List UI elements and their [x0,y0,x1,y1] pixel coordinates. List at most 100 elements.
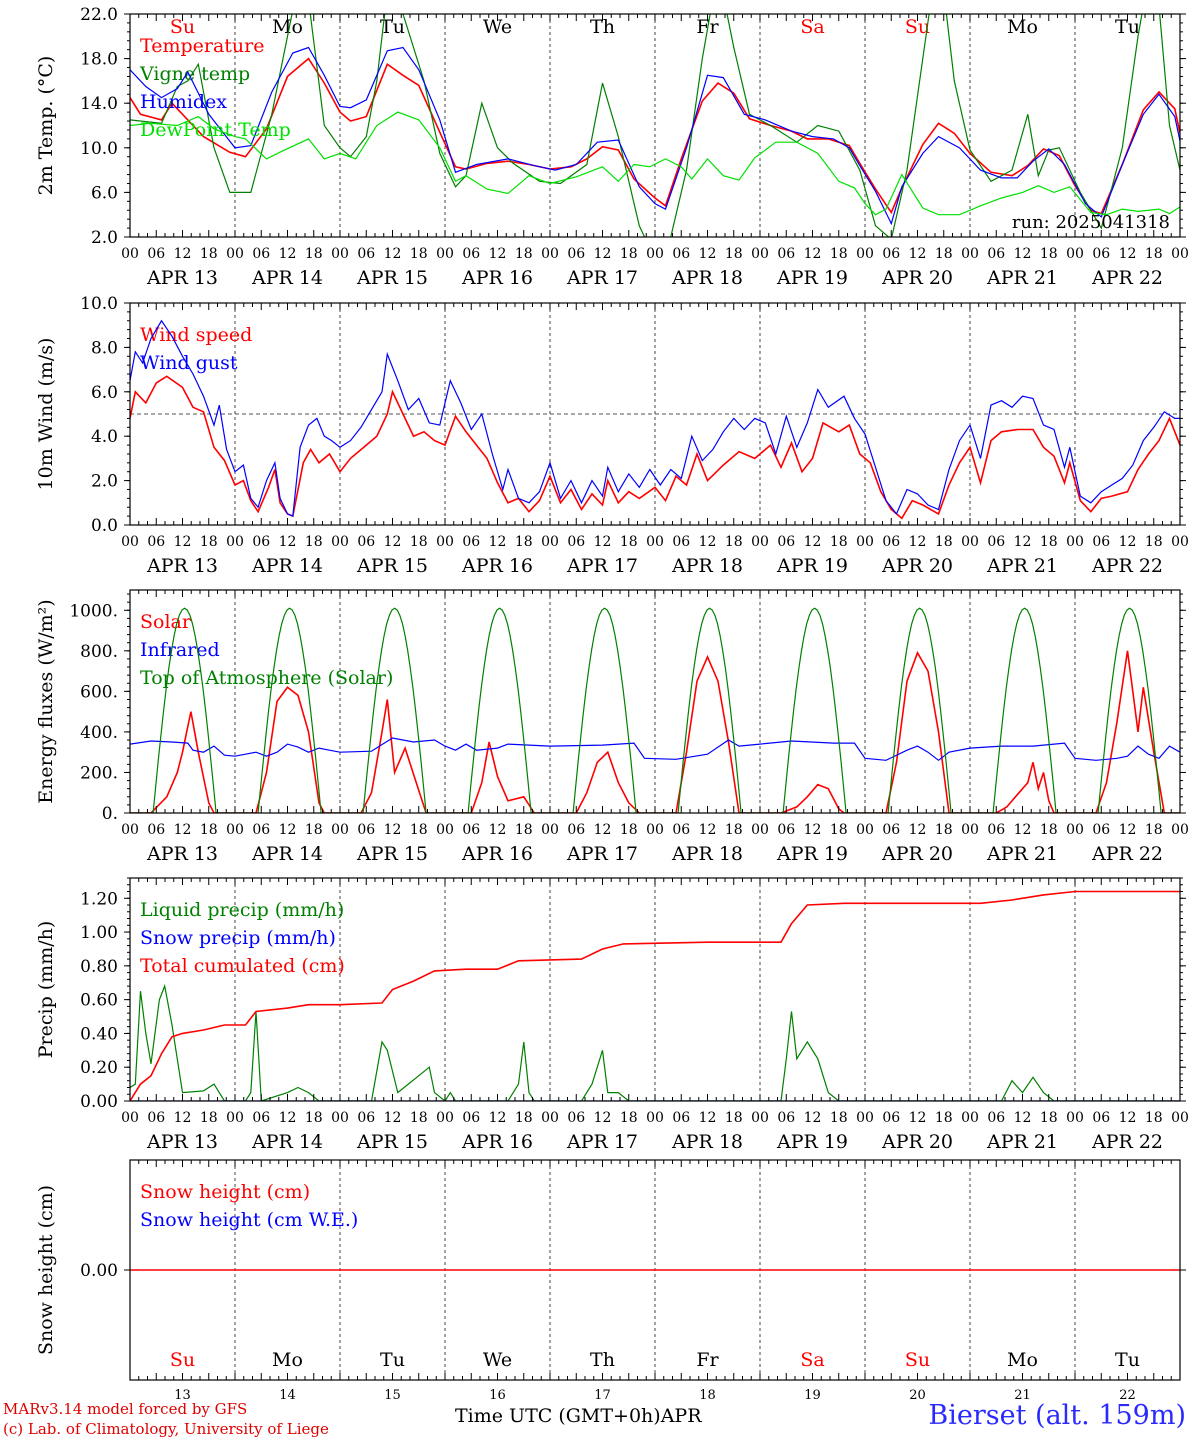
legend-entry: Wind gust [140,352,238,374]
hour-tick-label: 12 [699,1110,717,1126]
hour-tick-label: 12 [594,534,612,550]
weekday-label: Sa [800,16,824,38]
legend-entry: Infrared [140,639,220,661]
date-label: APR 15 [356,843,428,865]
y-tick-label: 18.0 [80,50,118,70]
y-axis-label: Precip (mm/h) [35,921,57,1059]
hour-tick-label: 18 [200,1110,218,1126]
y-axis-label: 10m Wind (m/s) [35,338,57,491]
hour-tick-label: 12 [1014,246,1032,262]
hour-tick-label: 06 [147,822,165,838]
y-tick-label: 800. [80,642,118,662]
hour-tick-label: 06 [777,1110,795,1126]
y-tick-label: 0.00 [80,1092,118,1112]
hour-tick-label: 18 [725,246,743,262]
hour-tick-label: 06 [672,246,690,262]
hour-tick-label: 00 [646,534,664,550]
date-label: APR 18 [671,1131,743,1153]
day-number-label: 21 [1014,1388,1031,1403]
hour-tick-label: 12 [174,246,192,262]
hour-tick-label: 12 [384,822,402,838]
hour-tick-label: 18 [620,1110,638,1126]
hour-tick-label: 12 [1014,822,1032,838]
series-line [130,111,1180,216]
legend-entry: Snow precip (mm/h) [140,927,336,949]
date-label: APR 20 [881,1131,953,1153]
date-label: APR 17 [566,267,638,289]
hour-tick-label: 18 [620,822,638,838]
y-tick-label: 0.20 [80,1058,118,1078]
hour-tick-label: 18 [1040,1110,1058,1126]
hour-tick-label: 06 [672,1110,690,1126]
hour-tick-label: 00 [856,246,874,262]
day-number-label: 17 [594,1388,611,1403]
series-line [130,14,1180,237]
y-tick-label: 1.20 [80,889,118,909]
date-label: APR 15 [356,555,428,577]
y-tick-label: 0.00 [80,1261,118,1281]
day-number-label: 20 [909,1388,926,1403]
weekday-label: Mo [272,1349,303,1371]
hour-tick-label: 00 [1171,534,1189,550]
hour-tick-label: 00 [436,534,454,550]
hour-tick-label: 18 [410,534,428,550]
day-number-label: 13 [174,1388,191,1403]
hour-tick-label: 12 [804,246,822,262]
hour-tick-label: 18 [305,534,323,550]
hour-tick-label: 06 [1092,534,1110,550]
date-label: APR 13 [146,843,218,865]
hour-tick-label: 12 [804,1110,822,1126]
hour-tick-label: 12 [174,1110,192,1126]
y-tick-label: 600. [80,682,118,702]
hour-tick-label: 06 [777,246,795,262]
weekday-label: We [483,1349,512,1371]
legend-entry: Temperature [140,35,264,57]
hour-tick-label: 06 [567,1110,585,1126]
hour-tick-label: 00 [856,534,874,550]
date-label: APR 22 [1091,555,1163,577]
hour-tick-label: 12 [489,534,507,550]
y-tick-label: 1.00 [80,923,118,943]
hour-tick-label: 00 [751,246,769,262]
hour-tick-label: 18 [200,534,218,550]
station-label: Bierset (alt. 159m) [928,1400,1186,1431]
y-tick-label: 2.0 [91,228,118,248]
day-number-label: 14 [279,1388,296,1403]
hour-tick-label: 06 [882,246,900,262]
hour-tick-label: 06 [987,822,1005,838]
hour-tick-label: 18 [935,534,953,550]
day-number-label: 15 [384,1388,401,1403]
run-label: run: 2025041318 [1012,212,1170,233]
hour-tick-label: 06 [462,1110,480,1126]
hour-tick-label: 06 [252,246,270,262]
hour-tick-label: 06 [672,534,690,550]
series-line [130,57,1180,215]
weekday-label: Th [590,1349,615,1371]
date-label: APR 13 [146,555,218,577]
date-label: APR 14 [251,267,323,289]
hour-tick-label: 18 [1040,246,1058,262]
hour-tick-label: 06 [777,822,795,838]
hour-tick-label: 12 [174,534,192,550]
hour-tick-label: 12 [279,246,297,262]
hour-tick-label: 06 [567,534,585,550]
hour-tick-label: 00 [541,1110,559,1126]
date-label: APR 22 [1091,1131,1163,1153]
hour-tick-label: 00 [1171,1110,1189,1126]
date-label: APR 15 [356,267,428,289]
hour-tick-label: 00 [751,1110,769,1126]
weekday-label: Fr [696,1349,719,1371]
date-label: APR 16 [461,267,533,289]
hour-tick-label: 18 [200,822,218,838]
hour-tick-label: 18 [1040,534,1058,550]
model-credit: MARv3.14 model forced by GFS [3,1400,248,1418]
y-tick-label: 0.60 [80,991,118,1011]
hour-tick-label: 18 [620,534,638,550]
hour-tick-label: 12 [1119,534,1137,550]
date-label: APR 18 [671,555,743,577]
weekday-label: Th [590,16,615,38]
date-label: APR 16 [461,843,533,865]
hour-tick-label: 06 [462,534,480,550]
date-label: APR 15 [356,1131,428,1153]
hour-tick-label: 12 [489,246,507,262]
